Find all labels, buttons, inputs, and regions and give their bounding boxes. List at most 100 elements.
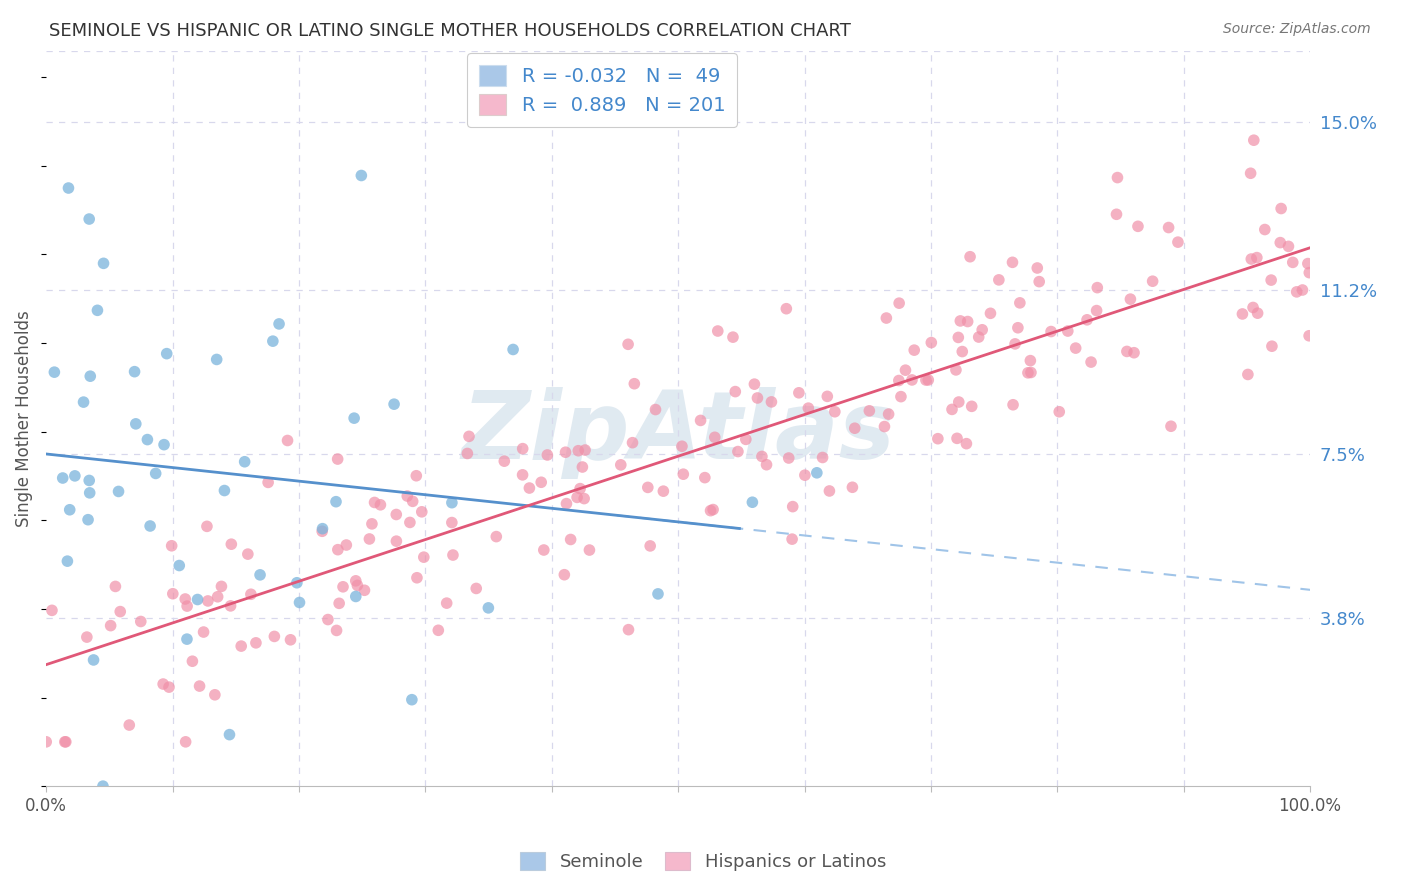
Point xyxy=(56,554,79,568)
Point xyxy=(440,516,463,530)
Legend: R = -0.032   N =  49, R =  0.889   N = 201: R = -0.032 N = 49, R = 0.889 N = 201 xyxy=(467,53,737,127)
Point xyxy=(326,452,349,467)
Point xyxy=(1142,274,1164,288)
Point xyxy=(1008,296,1031,310)
Point xyxy=(578,543,600,558)
Point xyxy=(780,532,803,546)
Point xyxy=(1064,341,1087,355)
Point xyxy=(465,582,488,596)
Point xyxy=(903,343,925,358)
Point xyxy=(941,402,963,417)
Point xyxy=(396,489,419,503)
Point xyxy=(554,445,576,459)
Point xyxy=(41,603,63,617)
Point xyxy=(412,550,434,565)
Point xyxy=(671,439,693,453)
Point xyxy=(1296,256,1319,270)
Point xyxy=(411,505,433,519)
Point xyxy=(533,543,555,558)
Point xyxy=(512,442,534,456)
Point xyxy=(693,470,716,484)
Point xyxy=(1237,368,1260,382)
Point xyxy=(927,432,949,446)
Point xyxy=(77,513,100,527)
Point xyxy=(702,502,724,516)
Point xyxy=(353,583,375,598)
Point xyxy=(949,314,972,328)
Point xyxy=(901,373,924,387)
Point xyxy=(218,728,240,742)
Point xyxy=(1285,285,1308,299)
Point xyxy=(1040,325,1063,339)
Point xyxy=(1254,222,1277,236)
Point xyxy=(1277,239,1299,253)
Point xyxy=(359,532,381,546)
Point xyxy=(204,688,226,702)
Point xyxy=(536,448,558,462)
Point xyxy=(59,502,82,516)
Point xyxy=(948,395,970,409)
Point xyxy=(1246,306,1268,320)
Point xyxy=(1298,266,1320,280)
Point xyxy=(920,335,942,350)
Point xyxy=(1017,366,1039,380)
Point xyxy=(188,679,211,693)
Point xyxy=(1260,273,1282,287)
Point xyxy=(110,605,132,619)
Point xyxy=(136,433,159,447)
Point xyxy=(512,467,534,482)
Point xyxy=(209,579,232,593)
Point xyxy=(107,484,129,499)
Point xyxy=(231,639,253,653)
Point xyxy=(1007,320,1029,334)
Point xyxy=(747,391,769,405)
Point xyxy=(207,590,229,604)
Point xyxy=(744,377,766,392)
Point xyxy=(63,468,86,483)
Point xyxy=(441,548,464,562)
Point xyxy=(793,468,815,483)
Point xyxy=(610,458,633,472)
Point xyxy=(233,455,256,469)
Point xyxy=(555,497,578,511)
Point xyxy=(326,542,349,557)
Point xyxy=(214,483,236,498)
Point xyxy=(1232,307,1254,321)
Point xyxy=(343,411,366,425)
Point xyxy=(948,330,970,344)
Point xyxy=(967,330,990,344)
Point xyxy=(945,363,967,377)
Point xyxy=(1261,339,1284,353)
Point xyxy=(956,314,979,328)
Text: Source: ZipAtlas.com: Source: ZipAtlas.com xyxy=(1223,22,1371,37)
Point xyxy=(236,547,259,561)
Point xyxy=(979,306,1001,320)
Point xyxy=(959,250,981,264)
Point xyxy=(572,491,595,506)
Point xyxy=(1056,324,1078,338)
Point xyxy=(257,475,280,490)
Text: ZipAtlas: ZipAtlas xyxy=(461,387,896,479)
Point xyxy=(219,599,242,613)
Point xyxy=(118,718,141,732)
Point xyxy=(169,558,191,573)
Point xyxy=(311,524,333,539)
Point xyxy=(1080,355,1102,369)
Point xyxy=(77,474,100,488)
Point xyxy=(637,480,659,494)
Point xyxy=(1241,301,1264,315)
Point xyxy=(787,385,810,400)
Point xyxy=(239,587,262,601)
Point xyxy=(946,431,969,445)
Point xyxy=(197,594,219,608)
Point xyxy=(1028,275,1050,289)
Point xyxy=(385,534,408,549)
Point xyxy=(152,677,174,691)
Point xyxy=(1026,260,1049,275)
Point xyxy=(652,484,675,499)
Point xyxy=(1239,166,1261,180)
Point xyxy=(195,519,218,533)
Point xyxy=(560,533,582,547)
Point xyxy=(494,454,516,468)
Point xyxy=(1167,235,1189,249)
